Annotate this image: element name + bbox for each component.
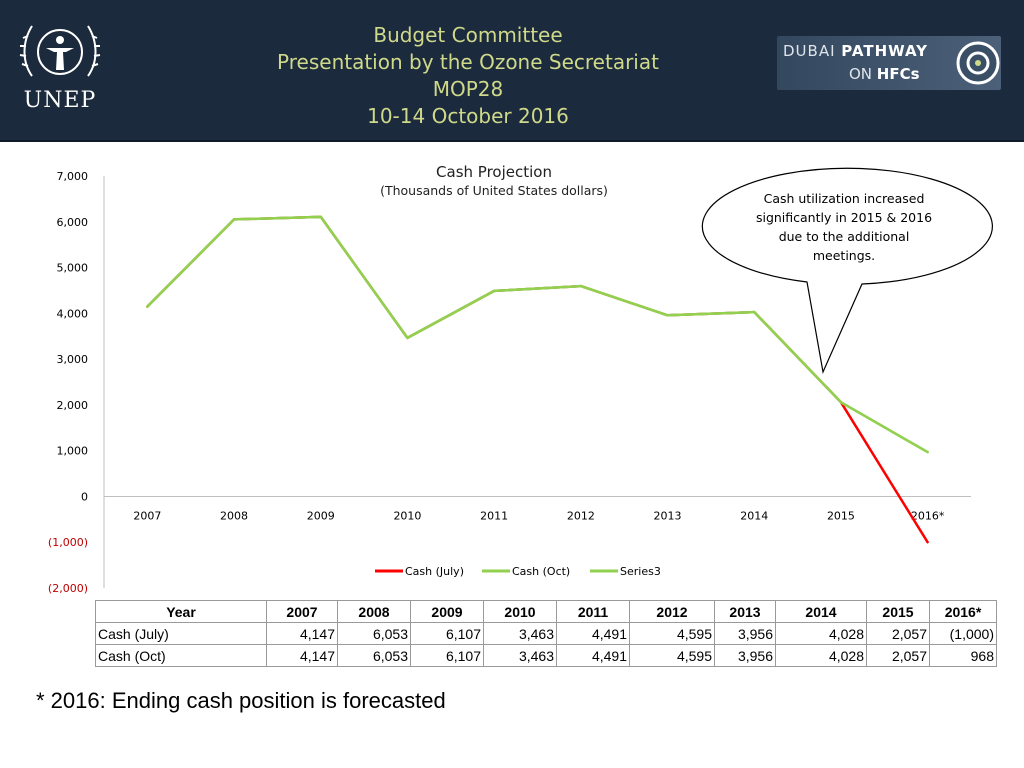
- y-tick-label: (1,000): [48, 536, 88, 549]
- cash-data-table: Year 2007 2008 2009 2010 2011 2012 2013 …: [95, 600, 997, 667]
- table-cell: 3,956: [714, 644, 776, 667]
- x-axis: 2007 2008 2009 2010 2011 2012 2013 2014 2015 2016…: [104, 495, 971, 522]
- table-cell: 4,147: [266, 622, 338, 645]
- slide-header: UNEP Budget Committee Presentation by th…: [0, 0, 1024, 142]
- unep-laurel-icon: [19, 25, 101, 77]
- y-tick-label: 4,000: [57, 307, 89, 320]
- legend-label: Cash (July): [405, 565, 464, 578]
- unep-logo-text: UNEP: [23, 88, 97, 113]
- table-cell: 2,057: [866, 622, 930, 645]
- x-tick-label: 2015: [827, 509, 855, 522]
- x-tick-label: 2011: [480, 509, 508, 522]
- legend: Cash (July) Cash (Oct) Series3: [375, 565, 661, 578]
- x-tick-label: 2013: [654, 509, 682, 522]
- table-cell: 4,028: [775, 622, 867, 645]
- annotation-line: due to the additional: [779, 229, 910, 244]
- annotation-line: meetings.: [813, 248, 875, 263]
- y-tick-label: 2,000: [57, 399, 89, 412]
- annotation-line: Cash utilization increased: [764, 191, 925, 206]
- footnote: * 2016: Ending cash position is forecast…: [36, 688, 446, 713]
- table-cell: 4,028: [775, 644, 867, 667]
- table-header-cell: 2016*: [929, 600, 997, 623]
- legend-label: Series3: [620, 565, 661, 578]
- chart-subtitle: (Thousands of United States dollars): [380, 183, 608, 198]
- table-row-label: Cash (July): [95, 622, 267, 645]
- legend-label: Cash (Oct): [512, 565, 570, 578]
- table-row: Cash (July) 4,147 6,053 6,107 3,463 4,49…: [95, 622, 997, 645]
- table-row-label: Cash (Oct): [95, 644, 267, 667]
- x-tick-label: 2012: [567, 509, 595, 522]
- table-header-cell: 2008: [337, 600, 411, 623]
- y-tick-label: 7,000: [57, 170, 89, 183]
- y-axis: 7,000 6,000 5,000 4,000 3,000 2,000 1,000 0 (1,0…: [48, 170, 105, 595]
- y-tick-label: 5,000: [57, 262, 89, 275]
- table-cell: 3,463: [483, 622, 557, 645]
- target-icon: [956, 41, 1000, 85]
- table-cell: (1,000): [929, 622, 997, 645]
- x-tick-label: 2016*: [911, 509, 945, 522]
- table-cell: 968: [929, 644, 997, 667]
- x-tick-label: 2009: [307, 509, 335, 522]
- table-header-cell: 2014: [775, 600, 867, 623]
- x-tick-label: 2014: [740, 509, 768, 522]
- title-line-3: MOP28: [432, 77, 504, 101]
- title-line-4: 10-14 October 2016: [367, 104, 569, 128]
- table-header-cell: 2011: [556, 600, 630, 623]
- annotation-callout: Cash utilization increased significantly …: [701, 167, 993, 375]
- table-cell: 4,491: [556, 622, 630, 645]
- title-line-1: Budget Committee: [373, 23, 563, 47]
- table-cell: 3,956: [714, 622, 776, 645]
- table-cell: 3,463: [483, 644, 557, 667]
- y-tick-label: (2,000): [48, 582, 88, 595]
- x-tick-label: 2008: [220, 509, 248, 522]
- table-cell: 4,491: [556, 644, 630, 667]
- series-line-cash-oct: [146, 215, 929, 454]
- table-header-cell: Year: [95, 600, 267, 623]
- dubai-pathway-logo: DUBAI PATHWAY ON HFCs: [777, 36, 1001, 90]
- title-line-2: Presentation by the Ozone Secretariat: [277, 50, 659, 74]
- callout-bubble-shape: [701, 167, 993, 375]
- table-cell: 4,147: [266, 644, 338, 667]
- table-header-row: Year 2007 2008 2009 2010 2011 2012 2013 …: [95, 600, 997, 623]
- series-layer: [146, 215, 929, 544]
- y-tick-label: 0: [81, 490, 88, 503]
- table-cell: 4,595: [629, 644, 715, 667]
- table-cell: 6,107: [410, 644, 484, 667]
- table-cell: 6,053: [337, 622, 411, 645]
- y-tick-label: 6,000: [57, 216, 89, 229]
- dubai-logo-line-2: ON HFCs: [849, 65, 920, 83]
- table-cell: 6,107: [410, 622, 484, 645]
- y-tick-label: 1,000: [57, 445, 89, 458]
- annotation-text: Cash utilization increased significantly …: [756, 191, 932, 263]
- x-tick-label: 2010: [393, 509, 421, 522]
- table-header-cell: 2007: [266, 600, 338, 623]
- cash-projection-chart: Cash Projection (Thousands of United Sta…: [48, 163, 993, 595]
- x-tick-label: 2007: [133, 509, 161, 522]
- unep-logo: UNEP: [18, 18, 102, 118]
- table-header-cell: 2012: [629, 600, 715, 623]
- chart-title: Cash Projection: [436, 163, 552, 181]
- table-header-cell: 2015: [866, 600, 930, 623]
- table-cell: 4,595: [629, 622, 715, 645]
- dubai-logo-line-1: DUBAI PATHWAY: [783, 42, 929, 60]
- table-cell: 2,057: [866, 644, 930, 667]
- table-header-cell: 2013: [714, 600, 776, 623]
- table-row: Cash (Oct) 4,147 6,053 6,107 3,463 4,491…: [95, 644, 997, 667]
- annotation-line: significantly in 2015 & 2016: [756, 210, 932, 225]
- table-header-cell: 2009: [410, 600, 484, 623]
- y-tick-label: 3,000: [57, 353, 89, 366]
- table-header-cell: 2010: [483, 600, 557, 623]
- table-cell: 6,053: [337, 644, 411, 667]
